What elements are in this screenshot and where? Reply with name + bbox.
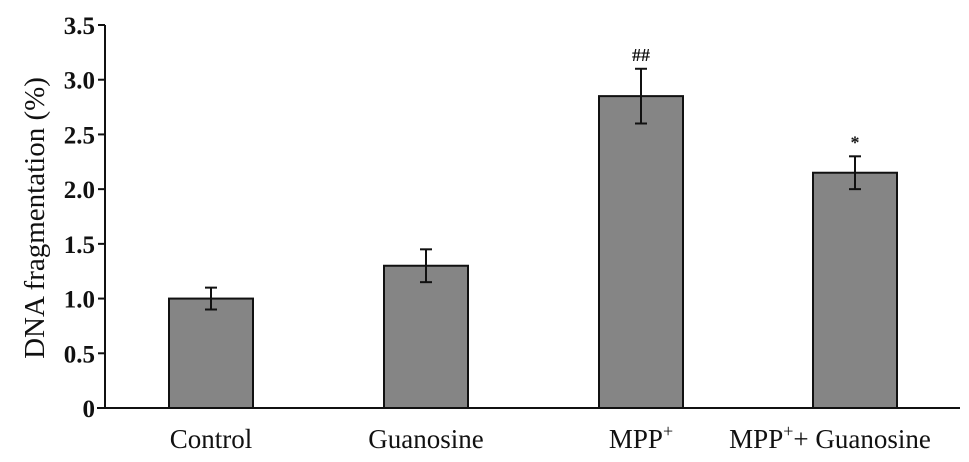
y-axis-label: DNA fragmentation (%)	[19, 77, 51, 359]
significance-marker: *	[851, 132, 860, 152]
y-tick-label: 0	[83, 396, 96, 423]
bar	[383, 264, 469, 409]
x-tick-label: Guanosine	[368, 424, 483, 454]
y-tick-label: 2.0	[64, 177, 95, 204]
bar	[598, 95, 684, 409]
bar	[812, 171, 898, 409]
y-tick-label: 3.5	[64, 13, 95, 40]
significance-marker: ##	[632, 45, 650, 65]
bar	[168, 297, 254, 410]
y-tick-label: 1.5	[64, 232, 95, 259]
bars: ## *	[168, 45, 898, 410]
x-tick-label: MPP++ Guanosine	[729, 421, 931, 454]
x-axis-labels: Control Guanosine MPP+ MPP++ Guanosine	[170, 421, 931, 454]
y-tick-label: 3.0	[64, 68, 95, 95]
y-tick-label: 0.5	[64, 341, 95, 368]
y-tick-label: 2.5	[64, 122, 95, 149]
x-tick-label: MPP+	[609, 421, 673, 454]
x-tick-label: Control	[170, 424, 253, 454]
y-tick-label: 1.0	[64, 287, 95, 314]
